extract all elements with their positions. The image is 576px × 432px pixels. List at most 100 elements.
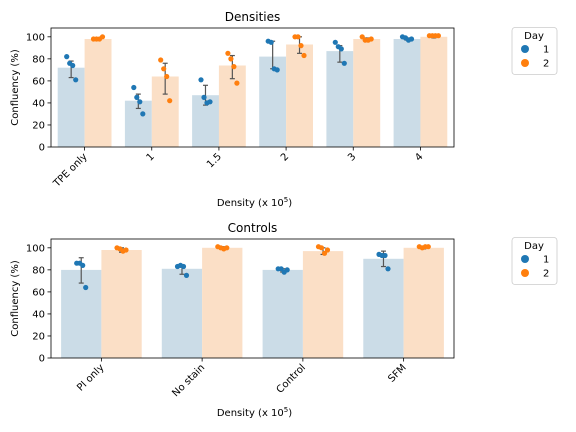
x-tick-label: TPE only — [51, 151, 90, 190]
data-point-day2 — [99, 34, 106, 40]
data-point-day2 — [425, 244, 431, 250]
data-point-day1 — [332, 39, 338, 45]
bar-day1-4 — [393, 39, 421, 147]
data-point-day1 — [83, 284, 89, 291]
legend-marker-day2 — [521, 59, 529, 67]
legend-label-day2: 2 — [543, 59, 549, 70]
x-tick-label: No stain — [170, 362, 207, 399]
bar-day1-control — [262, 269, 303, 358]
data-point-day2 — [158, 57, 164, 63]
legend: Day 1 2 — [511, 237, 558, 285]
data-point-day1 — [80, 262, 86, 268]
y-tick-label: 100 — [26, 243, 45, 254]
x-tick-label: 2 — [279, 151, 291, 163]
data-point-day1 — [137, 99, 143, 105]
bar-day1-tpe-only — [57, 67, 85, 147]
x-tick-label: 4 — [413, 151, 425, 163]
bar-day1-sfm — [363, 258, 404, 358]
data-point-day2 — [123, 247, 129, 253]
data-point-day2 — [161, 66, 167, 72]
data-point-day1 — [134, 94, 140, 100]
data-point-day1 — [198, 77, 204, 83]
data-point-day1 — [268, 39, 274, 45]
y-tick-label: 60 — [32, 76, 45, 87]
bar-day1-pi-only — [61, 269, 102, 358]
bar-day2-3 — [353, 39, 381, 147]
y-axis-label: Confluency (%) — [10, 49, 21, 126]
legend-title: Day — [524, 31, 544, 42]
y-tick-label: 100 — [26, 32, 45, 43]
y-tick-label: 40 — [32, 309, 45, 320]
plot-frame — [50, 27, 455, 148]
x-axis-label-exponent: 5 — [284, 196, 288, 204]
x-axis-label-text: Density (x 10 — [217, 408, 284, 419]
x-tick-label: 3 — [346, 151, 358, 163]
y-tick-label: 20 — [32, 120, 45, 131]
data-point-day2 — [225, 50, 231, 56]
data-point-day1 — [73, 77, 79, 83]
x-axis-label: Density (x 105) — [217, 196, 292, 209]
legend-label-day2: 2 — [543, 269, 549, 280]
data-point-day2 — [167, 98, 173, 104]
bar-day2-control — [302, 251, 344, 358]
bar-day1-no-stain — [161, 268, 203, 359]
data-point-day2 — [318, 245, 325, 251]
bar-day1-3 — [326, 51, 354, 147]
chart-panel-densities: 0 20 40 60 80 100 TPE only 1 1.5 2 3 4 Densities Conf… — [10, 10, 558, 209]
bar-day2-no-stain — [202, 247, 243, 358]
data-point-day1 — [284, 267, 290, 273]
data-point-day1 — [338, 46, 344, 52]
x-axis-label-suffix: ) — [288, 408, 292, 419]
data-point-day2 — [231, 64, 237, 70]
x-tick-label: 1 — [145, 151, 157, 163]
x-axis-label-suffix: ) — [288, 198, 292, 209]
data-point-day2 — [234, 80, 240, 86]
x-tick-label: SFM — [386, 362, 408, 384]
x-axis-label: Density (x 105) — [217, 406, 292, 419]
data-point-day2 — [298, 43, 304, 49]
legend-marker-day1 — [521, 255, 529, 263]
y-tick-label: 0 — [39, 143, 45, 154]
data-point-day1 — [274, 67, 280, 73]
data-point-day2 — [359, 34, 365, 40]
data-point-day1 — [64, 54, 70, 60]
bar-day2-sfm — [403, 247, 444, 358]
data-point-day1 — [408, 36, 415, 42]
data-point-day2 — [224, 245, 230, 251]
data-point-day2 — [228, 56, 234, 62]
bar-day2-4 — [420, 36, 448, 147]
x-axis-label-text: Density (x 10 — [217, 198, 284, 209]
legend-marker-day1 — [521, 45, 529, 53]
chart-panel-controls: 0 20 40 60 80 100 PI only No stain Control SFM Con… — [10, 221, 558, 419]
y-tick-label: 40 — [32, 98, 45, 109]
bar-day2-pi-only — [101, 250, 142, 358]
bar-day2-tpe-only — [84, 39, 112, 147]
data-point-day2 — [295, 34, 301, 40]
chart-title: Controls — [228, 221, 278, 235]
data-point-day1 — [180, 263, 187, 270]
legend-marker-day2 — [521, 269, 529, 277]
data-point-day2 — [368, 36, 374, 42]
data-point-day2 — [324, 247, 331, 253]
bar-day2-2 — [286, 44, 313, 147]
legend: Day 1 2 — [511, 27, 558, 75]
chart-title: Densities — [225, 10, 281, 24]
data-point-day2 — [321, 250, 328, 256]
data-point-day1 — [131, 84, 137, 91]
data-point-day1 — [70, 62, 76, 69]
x-axis-label-exponent: 5 — [284, 406, 288, 414]
data-point-day1 — [201, 94, 207, 100]
x-tick-label: 1.5 — [205, 151, 224, 170]
legend-title: Day — [524, 241, 544, 252]
data-point-day1 — [382, 252, 388, 259]
data-point-day1 — [341, 60, 347, 66]
data-point-day2 — [435, 33, 441, 39]
y-tick-label: 80 — [32, 265, 45, 276]
y-tick-label: 20 — [32, 331, 45, 342]
data-point-day1 — [207, 99, 213, 105]
data-point-day2 — [301, 52, 307, 59]
plot-frame — [50, 238, 455, 359]
data-point-day1 — [140, 111, 146, 117]
y-tick-label: 60 — [32, 287, 45, 298]
